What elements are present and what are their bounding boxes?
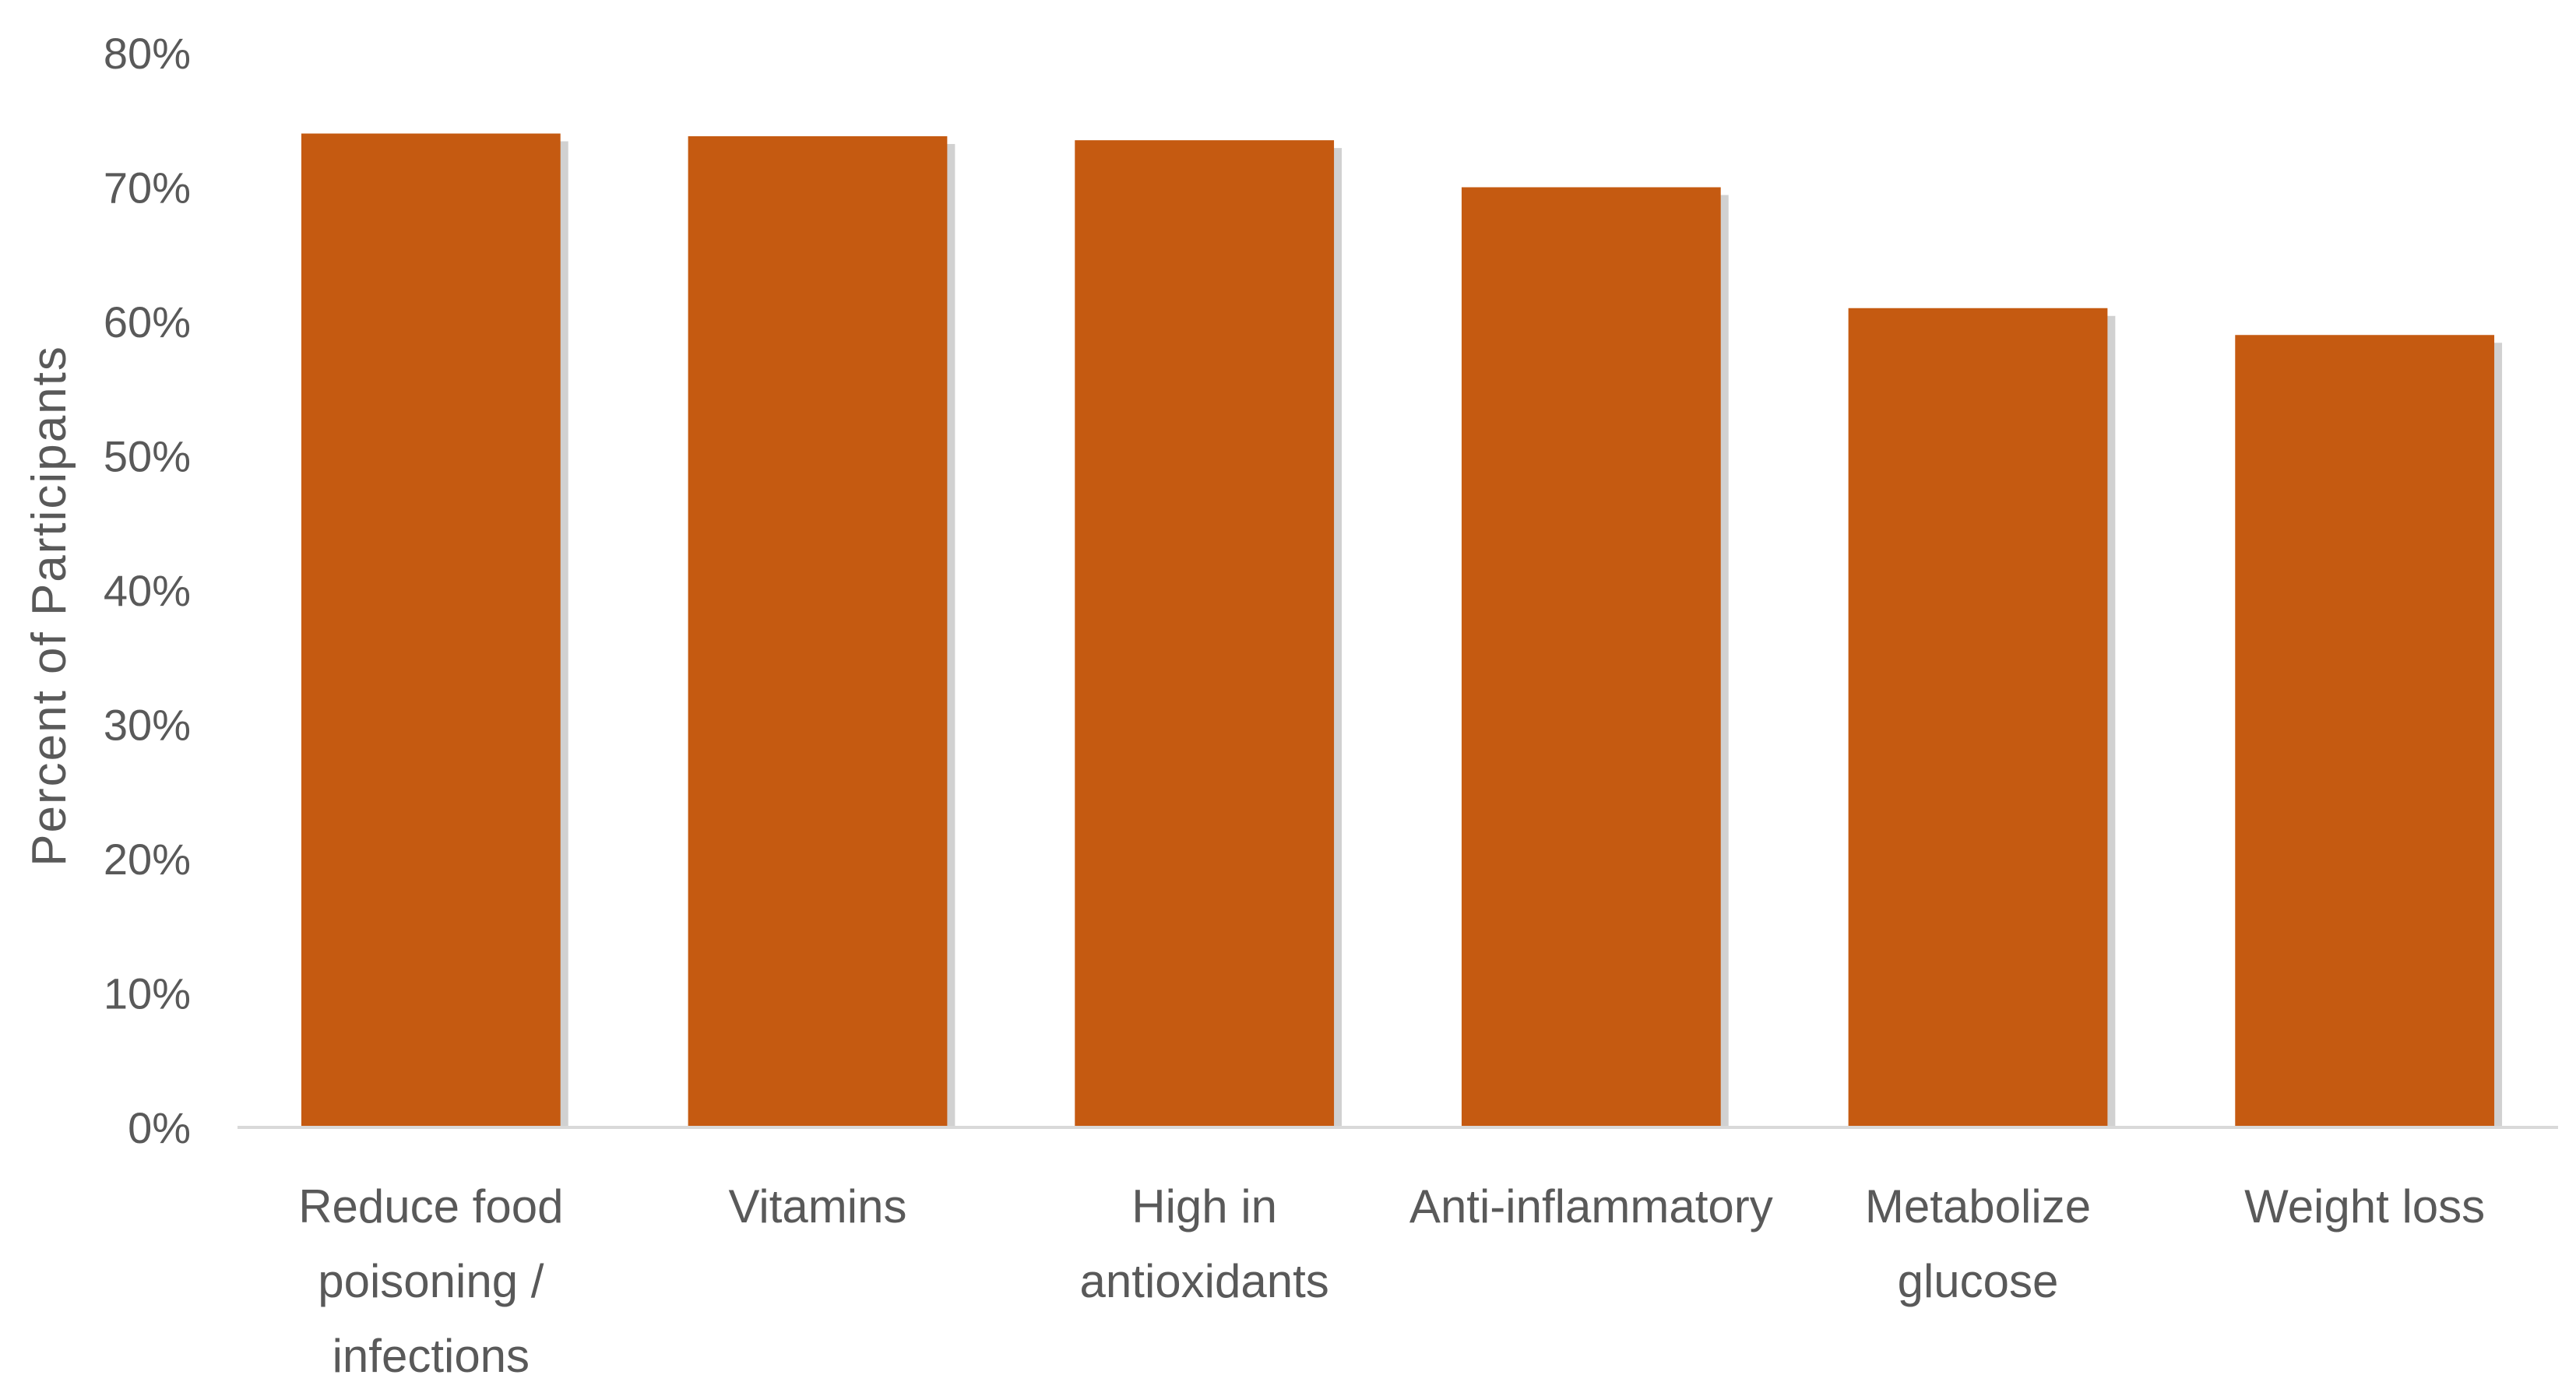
y-tick-label: 20% — [104, 835, 191, 884]
bars — [301, 133, 2495, 1128]
y-tick-label: 60% — [104, 297, 191, 346]
y-tick-label: 50% — [104, 432, 191, 481]
y-tick-label: 70% — [104, 164, 191, 213]
y-tick-label: 30% — [104, 701, 191, 750]
y-tick-label: 10% — [104, 969, 191, 1018]
bar — [1848, 308, 2108, 1127]
bar — [301, 133, 561, 1127]
bar — [688, 135, 948, 1128]
x-category-label: Reduce food poisoning / infections — [298, 1180, 563, 1382]
x-category-label: High in antioxidants — [1080, 1180, 1329, 1307]
bar — [2235, 335, 2495, 1127]
y-tick-label: 80% — [104, 29, 191, 78]
x-category-label: Weight loss — [2244, 1180, 2485, 1233]
y-tick-label: 40% — [104, 566, 191, 615]
bar — [1461, 187, 1721, 1127]
x-category-label: Metabolize glucose — [1865, 1180, 2091, 1307]
x-category-label: Anti-inflammatory — [1409, 1180, 1773, 1233]
bar — [1075, 140, 1335, 1127]
x-category-label: Vitamins — [729, 1180, 907, 1233]
x-axis-category-labels: Reduce food poisoning / infections Vitamins… — [298, 1180, 2485, 1382]
y-axis-title: Percent of Participants — [23, 345, 76, 867]
bar-shadows — [308, 141, 2503, 1128]
y-tick-label: 0% — [128, 1103, 191, 1152]
y-axis-ticks: 0% 10% 20% 30% 40% 50% 60% 70% 80% — [104, 29, 191, 1152]
